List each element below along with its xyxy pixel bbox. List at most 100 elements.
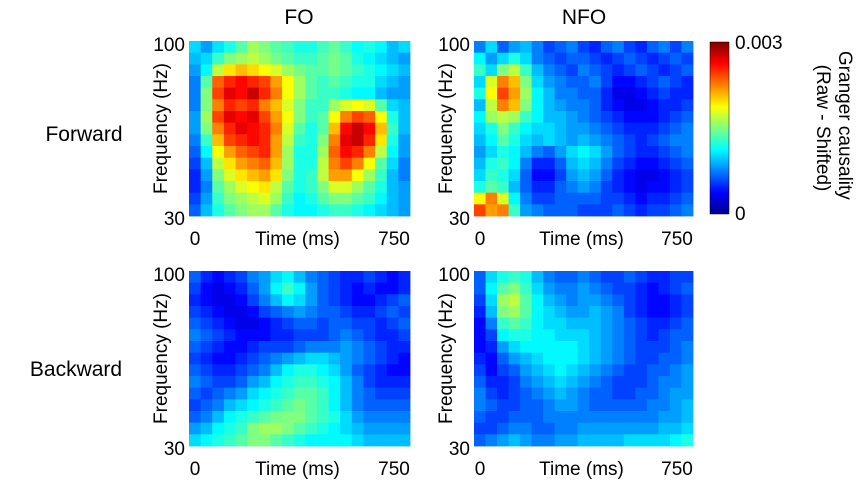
heatmap-cell [328, 134, 341, 147]
heatmap-cell [531, 64, 544, 77]
heatmap-cell [577, 422, 590, 435]
heatmap-cell [189, 157, 202, 170]
heatmap-cell [223, 376, 236, 389]
x-tick-max: 750 [661, 459, 693, 480]
heatmap-cell [658, 52, 671, 65]
heatmap-cell [554, 157, 567, 170]
heatmap-cell [497, 41, 509, 54]
heatmap-cell [258, 204, 271, 217]
heatmap-cell [554, 387, 567, 400]
heatmap-cell [328, 306, 341, 319]
heatmap-cell [305, 434, 318, 447]
y-axis-label: Frequency (Hz) [436, 293, 457, 424]
heatmap-cell [316, 87, 329, 100]
heatmap-cell [340, 317, 353, 330]
heatmap-cell [646, 376, 659, 389]
heatmap-cell [375, 294, 388, 307]
heatmap-cell [235, 294, 248, 307]
heatmap-cell [485, 169, 498, 182]
heatmap-cell [543, 341, 556, 354]
heatmap-cell [223, 317, 236, 330]
heatmap-cell [554, 87, 567, 100]
heatmap-cell [623, 99, 636, 112]
heatmap-cell [189, 306, 202, 319]
heatmap-cell [658, 192, 671, 205]
heatmap-cell [398, 52, 411, 65]
heatmap-cell [566, 134, 579, 147]
heatmap-cell [282, 317, 295, 330]
heatmap-cell [340, 399, 353, 412]
heatmap-cell [223, 111, 236, 124]
heatmap-cell [270, 434, 283, 447]
heatmap-cell [543, 434, 556, 447]
heatmap-cell [600, 376, 613, 389]
heatmap-cell [566, 181, 579, 194]
heatmap-cell [293, 376, 306, 389]
heatmap-cell [497, 271, 509, 284]
heatmap-cell [305, 422, 318, 435]
heatmap-cell [351, 364, 364, 377]
column-title-nfo: NFO [562, 6, 606, 29]
heatmap-cell [669, 157, 682, 170]
heatmap-cell [635, 122, 648, 135]
heatmap-cell [658, 146, 671, 159]
heatmap-cell [398, 169, 411, 182]
heatmap-cell [328, 317, 341, 330]
heatmap-cell [497, 204, 509, 217]
heatmap-cell [316, 282, 329, 295]
heatmap-cell [398, 387, 411, 400]
heatmap-cell [508, 181, 521, 194]
heatmap-cell [340, 87, 353, 100]
heatmap-cell [189, 192, 202, 205]
heatmap-cell [543, 134, 556, 147]
heatmap-cell [474, 41, 486, 54]
heatmap-cell [386, 317, 399, 330]
heatmap-cell [612, 146, 625, 159]
heatmap-cell [363, 399, 376, 412]
heatmap-cell [485, 282, 498, 295]
heatmap-cell [223, 399, 236, 412]
heatmap-cell [282, 157, 295, 170]
heatmap-cell [386, 364, 399, 377]
heatmap-cell [520, 169, 533, 182]
heatmap-cell [646, 399, 659, 412]
heatmap-cell [531, 76, 544, 89]
heatmap-cell [646, 317, 659, 330]
heatmap-cell [305, 411, 318, 424]
heatmap-cell [681, 76, 694, 89]
heatmap-cell [635, 399, 648, 412]
heatmap-cell [328, 387, 341, 400]
heatmap-cell [485, 99, 498, 112]
heatmap-cell [328, 41, 341, 54]
heatmap-cell [543, 352, 556, 365]
heatmap-cell [520, 64, 533, 77]
heatmap-cell [485, 271, 498, 284]
heatmap-cell [351, 329, 364, 342]
heatmap-cell [398, 376, 411, 389]
heatmap-cell [258, 294, 271, 307]
heatmap-cell [497, 411, 509, 424]
heatmap-cell [293, 157, 306, 170]
heatmap-cell [282, 364, 295, 377]
heatmap-cell [189, 294, 202, 307]
heatmap-cell [386, 192, 399, 205]
heatmap-cell [554, 64, 567, 77]
heatmap-cell [623, 146, 636, 159]
heatmap-cell [554, 341, 567, 354]
heatmap-cell [669, 122, 682, 135]
heatmap-cell [612, 181, 625, 194]
heatmap-cell [635, 169, 648, 182]
heatmap-cell [474, 169, 486, 182]
heatmap-cell [669, 87, 682, 100]
heatmap-cell [293, 306, 306, 319]
heatmap-cell [398, 134, 411, 147]
heatmap-cell [212, 157, 225, 170]
heatmap-cell [577, 364, 590, 377]
heatmap-cell [351, 271, 364, 284]
heatmap-cell [531, 282, 544, 295]
heatmap-cell [189, 204, 202, 217]
heatmap-cell [646, 352, 659, 365]
heatmap-cell [235, 352, 248, 365]
heatmap-cell [589, 192, 602, 205]
